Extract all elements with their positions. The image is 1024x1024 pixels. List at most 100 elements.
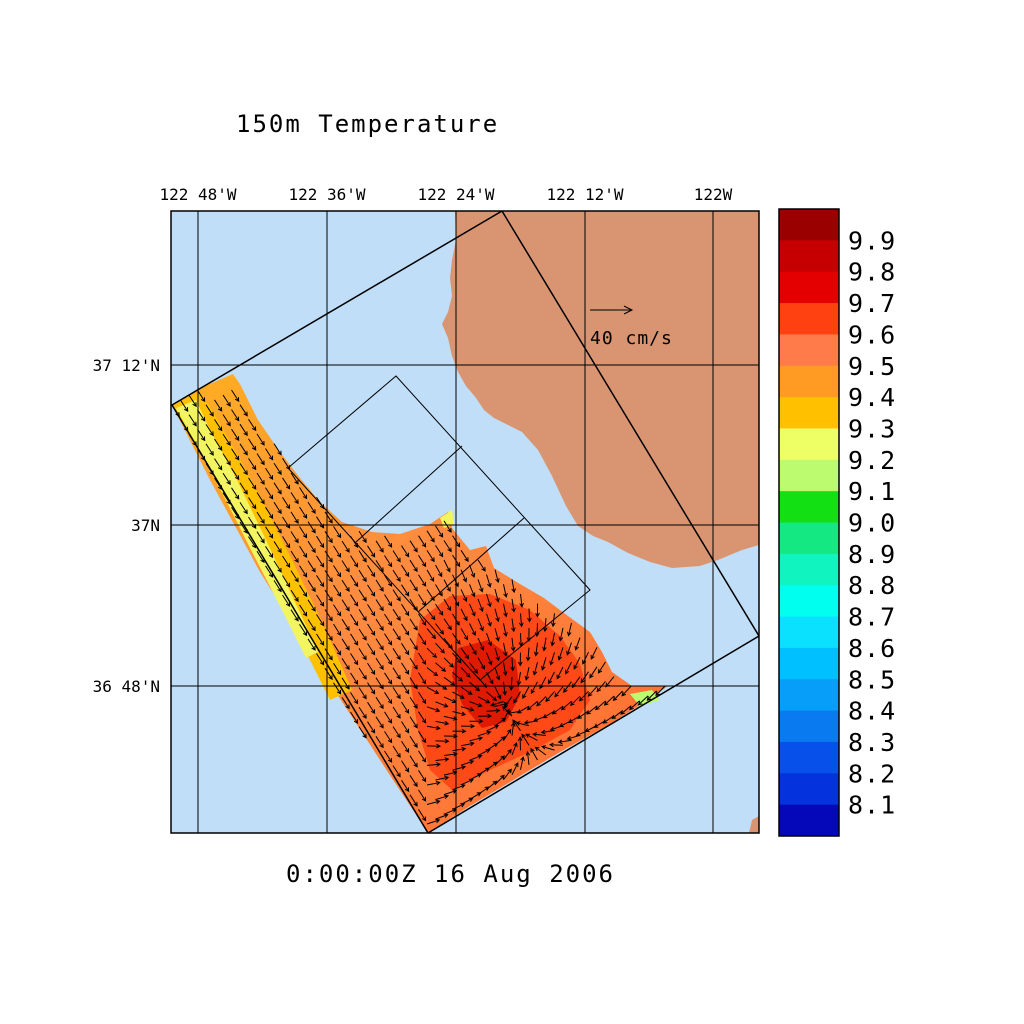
current-vector [375, 618, 384, 631]
current-vector [516, 705, 530, 714]
current-vector [222, 433, 231, 446]
current-vector [401, 779, 410, 793]
current-vector [435, 584, 443, 597]
current-vector [418, 770, 427, 783]
colorbar-label: 9.0 [848, 509, 896, 538]
current-vector [367, 604, 376, 617]
current-vector [530, 747, 538, 761]
current-vector [443, 637, 453, 650]
current-vector [401, 701, 410, 714]
current-vector [333, 584, 342, 597]
colorbar-label: 9.7 [848, 289, 896, 318]
scale-vector-label: 40 cm/s [590, 328, 673, 349]
current-vector [460, 797, 474, 805]
colorbar-label: 8.2 [848, 759, 896, 788]
current-vector [239, 404, 248, 417]
current-vector [392, 765, 401, 778]
current-vector [265, 487, 274, 500]
current-vector [265, 448, 274, 461]
colorbar-label: 8.4 [848, 697, 896, 726]
current-vector [282, 594, 291, 607]
current-vector [316, 575, 325, 588]
current-vector [282, 555, 291, 568]
current-vectors [171, 389, 666, 825]
current-vector [197, 409, 206, 422]
current-vector [299, 526, 308, 539]
current-vector [435, 701, 449, 708]
current-vector [333, 545, 342, 558]
current-vector [511, 762, 519, 776]
current-vector [409, 716, 418, 729]
current-vector [521, 733, 530, 746]
current-vector [540, 745, 555, 751]
current-vector [290, 589, 299, 603]
current-vector [401, 564, 410, 578]
current-vector [503, 603, 508, 618]
longitude-label: 122 24'W [417, 185, 494, 204]
current-vector [486, 613, 492, 627]
current-vector [452, 672, 464, 682]
current-vector [324, 511, 333, 524]
timestamp: 0:00:00Z 16 Aug 2006 [286, 860, 615, 888]
current-vector [486, 632, 493, 647]
inner-domain-divider-1 [355, 445, 463, 543]
current-vector [256, 472, 265, 485]
current-vector [350, 594, 359, 607]
current-vector [409, 540, 418, 553]
current-vector [460, 723, 476, 729]
current-vector [384, 594, 393, 607]
current-vector [587, 686, 598, 697]
current-vector [534, 746, 547, 756]
current-vector [443, 733, 459, 739]
current-vector [358, 667, 367, 680]
current-vector [573, 656, 581, 670]
current-vector [350, 653, 359, 666]
colorbar-swatch [779, 647, 839, 680]
current-vector [494, 608, 500, 623]
current-vector [273, 580, 282, 593]
current-vector [602, 715, 615, 724]
current-vector [569, 695, 581, 707]
current-vector [299, 604, 308, 617]
colorbar-label: 8.3 [848, 728, 896, 757]
current-vector [566, 622, 572, 637]
colorbar-swatch [779, 303, 839, 335]
current-vector [367, 565, 376, 578]
current-vector [542, 710, 555, 719]
current-vector [418, 691, 427, 705]
longitude-label: 122 48'W [159, 185, 236, 204]
current-vector [541, 657, 547, 671]
latitude-label: 37N [131, 516, 160, 535]
current-vector [469, 603, 476, 617]
current-vector [231, 409, 240, 422]
current-vector [443, 715, 458, 721]
current-vector [205, 424, 214, 437]
current-vector [401, 623, 410, 636]
current-vector [477, 730, 492, 737]
current-vector [503, 696, 513, 709]
current-vector [525, 647, 531, 662]
current-vector [214, 438, 223, 451]
current-vector [551, 705, 564, 715]
current-vector [545, 691, 555, 703]
current-vector [214, 458, 223, 471]
current-vector [333, 643, 342, 656]
current-vector [222, 394, 231, 407]
colorbar-swatch [779, 522, 839, 555]
current-vector [542, 637, 547, 652]
current-vector [367, 701, 376, 715]
current-vector [524, 666, 530, 681]
colorbar-label: 9.3 [848, 414, 896, 443]
current-vector [392, 706, 401, 719]
current-vector [273, 443, 282, 456]
current-vector [558, 627, 564, 642]
current-vector [358, 726, 367, 739]
current-vector [299, 487, 308, 500]
current-vector [477, 579, 484, 593]
current-vector [282, 575, 291, 588]
current-vector [333, 526, 342, 539]
current-vector [548, 742, 564, 748]
current-vector [426, 725, 441, 731]
current-vector [469, 564, 476, 578]
current-vector [460, 647, 470, 660]
